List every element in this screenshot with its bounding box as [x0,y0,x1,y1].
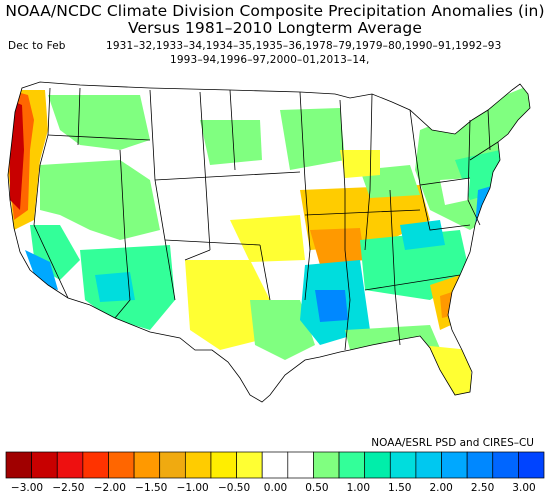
region-southern-california [25,250,58,290]
legend-swatch [31,451,58,479]
legend-swatch [236,451,263,479]
legend-tick-label: 3.00 [512,482,535,494]
legend-tick-label: −1.50 [135,482,167,494]
legend-swatch [389,451,417,479]
region-pennsylvania [440,178,470,205]
legend-swatch [210,451,237,479]
region-mississippi-wet [315,290,348,322]
season-label: Dec to Feb [8,40,66,52]
legend-swatch [184,451,212,479]
legend-swatch [82,451,109,479]
legend-tick-label: −2.00 [94,482,126,494]
data-credit: NOAA/ESRL PSD and CIRES–CU [371,437,534,449]
legend-tick-label: −0.50 [218,482,250,494]
legend-swatch [261,451,289,479]
legend-swatch [415,451,442,479]
region-upper-midwest [280,108,345,170]
state-boundaries [7,81,531,403]
legend-swatches [5,451,545,479]
composite-years-line-2: 1993–94,1996–97,2000–01,2013–14, [170,54,370,66]
legend-labels: −3.00 −2.50 −2.00 −1.50 −1.00 −0.50 0.00 0.50 1.… [11,482,536,494]
composite-years-line-1: 1931–32,1933–34,1934–35,1935–36,1978–79,… [106,40,502,52]
title-line-2: Versus 1981–2010 Longterm Average [128,19,422,37]
region-east-texas [250,300,315,360]
anomaly-fill-layer [8,82,530,402]
legend-swatch [287,451,314,479]
region-dakotas-wet [200,120,262,165]
region-arizona-wet [95,272,135,302]
legend-tick-label: −3.00 [11,482,43,494]
region-great-basin [40,160,160,240]
title-line-1: NOAA/NCDC Climate Division Composite Pre… [5,2,545,20]
legend-tick-label: 2.00 [429,482,452,494]
region-tennessee-valley [310,228,365,265]
legend-swatch [133,451,161,479]
legend-swatch [518,451,545,479]
legend-swatch [56,451,84,479]
legend-tick-label: 1.00 [347,482,370,494]
legend-swatch [441,451,468,479]
legend-swatch [313,451,340,479]
region-virginia [400,220,445,250]
legend-tick-label: −1.00 [177,482,209,494]
legend-swatch [5,451,32,479]
legend-swatch [338,451,366,479]
region-southern-plains [185,260,270,350]
legend-tick-label: 0.50 [305,482,328,494]
legend-tick-label: 1.50 [388,482,411,494]
region-kansas-dry [230,215,305,262]
legend-tick-label: 0.00 [264,482,287,494]
legend-tick-label: −2.50 [52,482,84,494]
legend-swatch [108,451,135,479]
legend-swatch [364,451,391,479]
legend-swatch [159,451,186,479]
legend-swatch [466,451,494,479]
legend-tick-label: 2.50 [471,482,494,494]
legend-swatch [492,451,519,479]
